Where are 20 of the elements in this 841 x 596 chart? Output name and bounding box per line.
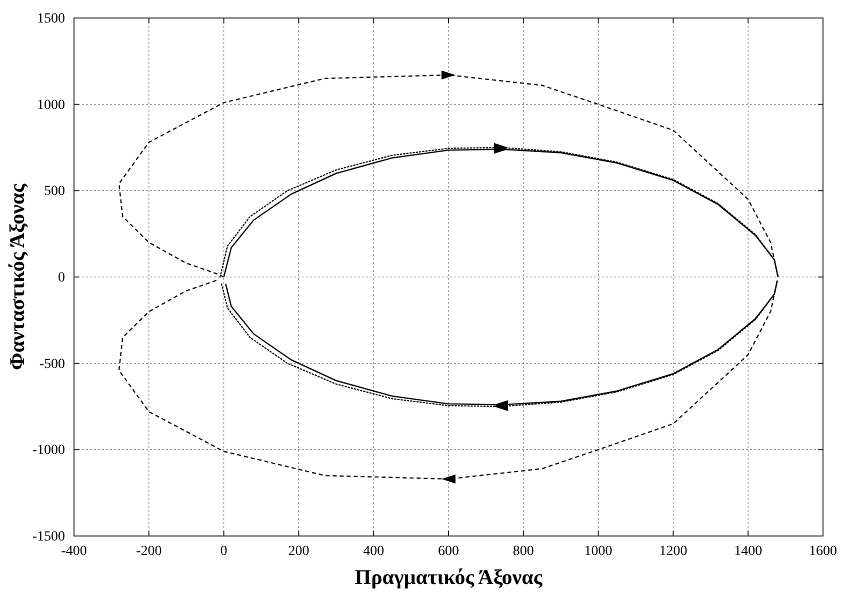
x-tick-label: 1200 — [659, 544, 688, 559]
x-tick-label: 400 — [363, 544, 384, 559]
x-tick-label: 1400 — [734, 544, 762, 559]
x-tick-label: 0 — [220, 544, 228, 559]
y-tick-label: 0 — [58, 270, 65, 286]
x-tick-label: 200 — [288, 544, 310, 559]
x-tick-label: -200 — [136, 544, 162, 559]
x-tick-label: 1000 — [584, 544, 612, 559]
y-tick-label: -1500 — [32, 529, 65, 544]
x-tick-label: -400 — [61, 544, 87, 559]
y-tick-label: 500 — [44, 184, 65, 200]
y-tick-label: -500 — [39, 356, 65, 372]
y-axis-title: Φανταστικός Άξονας — [5, 182, 29, 370]
x-tick-label: 800 — [512, 544, 534, 559]
x-tick-label: 1600 — [809, 544, 837, 559]
x-axis-title: Πραγματικός Άξονας — [354, 565, 544, 589]
x-tick-label: 600 — [438, 544, 459, 559]
y-tick-label: 1000 — [37, 98, 65, 113]
y-tick-label: -1000 — [32, 443, 65, 458]
y-tick-label: 1500 — [37, 11, 65, 26]
